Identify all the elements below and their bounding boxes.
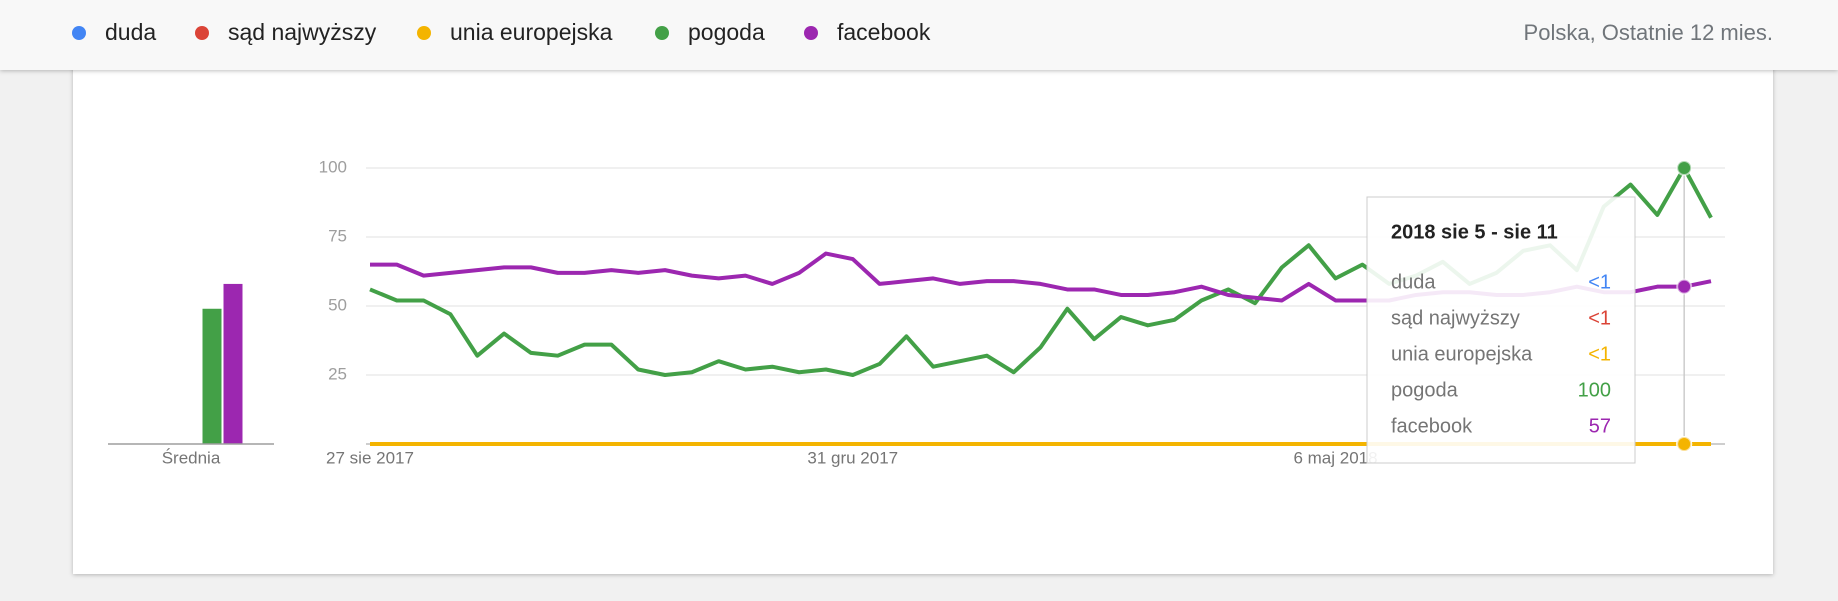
- legend-item[interactable]: sąd najwyższy: [195, 19, 377, 45]
- region-label: Polska, Ostatnie 12 mies.: [1524, 20, 1773, 45]
- legend-dot: [72, 26, 86, 40]
- average-bar: [223, 283, 243, 444]
- legend-dot: [655, 26, 669, 40]
- tooltip-value: <1: [1588, 343, 1611, 365]
- average-bar: [202, 308, 222, 444]
- tooltip-value: <1: [1588, 307, 1611, 329]
- tooltip-value: <1: [1588, 271, 1611, 293]
- hover-point: [1676, 278, 1693, 295]
- legend-label: facebook: [837, 19, 931, 45]
- legend-label: sąd najwyższy: [228, 19, 377, 45]
- legend-item[interactable]: facebook: [804, 19, 931, 45]
- legend-item[interactable]: pogoda: [655, 19, 765, 45]
- legend-dot: [195, 26, 209, 40]
- legend-dot: [804, 26, 818, 40]
- x-tick-label: 6 maj 2018: [1293, 448, 1377, 467]
- legend-item[interactable]: unia europejska: [417, 19, 613, 45]
- tooltip-box: [1366, 196, 1636, 464]
- tooltip-value: 100: [1578, 379, 1611, 401]
- x-tick-label: 31 gru 2017: [807, 448, 898, 467]
- tooltip-name: unia europejska: [1391, 343, 1533, 365]
- legend-label: pogoda: [688, 19, 765, 45]
- tooltip-name: pogoda: [1391, 379, 1459, 401]
- legend: duda sąd najwyższy unia europejska pogoda fa…: [72, 19, 931, 45]
- bar-category-label: Średnia: [162, 448, 221, 467]
- hover-point: [1676, 160, 1693, 176]
- tooltip-name: sąd najwyższy: [1391, 307, 1520, 329]
- tooltip-name: facebook: [1391, 415, 1473, 437]
- legend-dot: [417, 26, 431, 40]
- header-bar: [0, 0, 1838, 70]
- legend-label: unia europejska: [450, 19, 613, 45]
- tooltip-value: 57: [1589, 415, 1611, 437]
- legend-label: duda: [105, 19, 156, 45]
- tooltip-title: 2018 sie 5 - sie 11: [1391, 221, 1558, 243]
- y-tick-label: 25: [328, 364, 347, 383]
- y-tick-label: 75: [328, 226, 347, 245]
- y-tick-label: 50: [328, 295, 347, 314]
- x-tick-label: 27 sie 2017: [326, 448, 414, 467]
- hover-point: [1676, 436, 1693, 452]
- tooltip-name: duda: [1391, 271, 1436, 293]
- y-tick-label: 100: [319, 157, 347, 176]
- legend-item[interactable]: duda: [72, 19, 156, 45]
